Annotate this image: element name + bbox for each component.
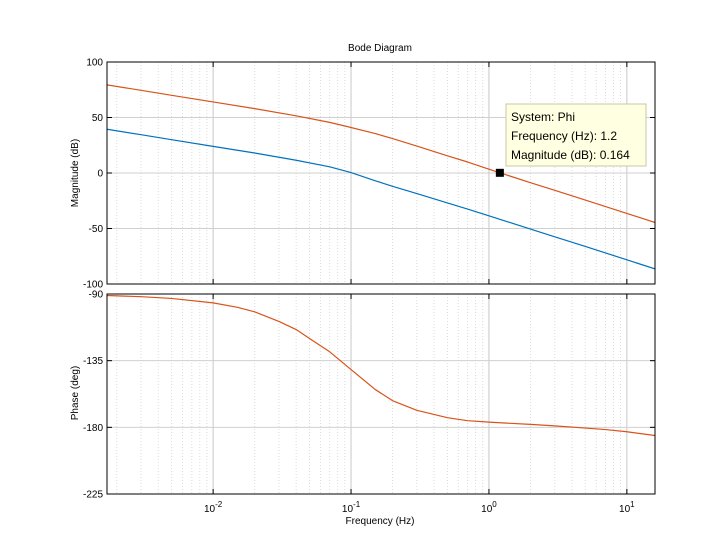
chart-title: Bode Diagram [348, 43, 412, 54]
y-tick-label: -135 [83, 356, 103, 367]
magnitude-panel: -100 -50 0 50 100 Magnitude (dB) [70, 58, 656, 291]
series-line-phi [107, 294, 655, 437]
y-tick-label: 0 [97, 169, 103, 180]
phase-y-axis-label: Phase (deg) [70, 366, 81, 420]
magnitude-grid [107, 62, 655, 284]
x-tick-label: 10-2 [204, 500, 223, 515]
data-tip-frequency: Frequency (Hz): 1.2 [511, 129, 617, 143]
x-tick-exponent: 0 [492, 500, 497, 509]
x-tick-label: 10-1 [342, 500, 361, 515]
phase-panel: -225-180-135-90 10-2 10-1 100 101 Phase (de… [70, 290, 656, 527]
y-tick-label: -225 [83, 490, 103, 501]
y-tick-label: 100 [86, 58, 103, 69]
magnitude-x-ticks [212, 62, 628, 284]
data-tip-system: System: Phi [511, 110, 575, 124]
x-tick-base: 10 [481, 504, 493, 515]
phase-grid [107, 294, 655, 494]
x-tick-exponent: 1 [630, 500, 635, 509]
y-tick-label: 50 [92, 113, 104, 124]
series-line-phi [107, 84, 655, 224]
x-tick-label: 101 [619, 500, 635, 515]
magnitude-lines [107, 84, 655, 270]
data-tip[interactable]: System: Phi Frequency (Hz): 1.2 Magnitud… [495, 103, 647, 177]
series-line-series-2 [107, 128, 655, 270]
x-tick-exponent: -1 [353, 500, 361, 509]
y-tick-label: -90 [89, 290, 104, 301]
data-tip-marker[interactable] [495, 168, 504, 177]
magnitude-y-axis-label: Magnitude (dB) [70, 139, 81, 207]
x-tick-base: 10 [204, 504, 216, 515]
phase-y-ticks: -225 -180 -135 -90 [83, 290, 655, 501]
y-tick-label: -50 [89, 224, 104, 235]
data-tip-box [505, 103, 647, 167]
y-tick-label: -100 [83, 280, 103, 291]
x-axis-label: Frequency (Hz) [346, 516, 415, 527]
x-tick-base: 10 [619, 504, 631, 515]
phase-x-ticks: 10-2 10-1 100 101 [204, 294, 635, 515]
phase-lines [107, 294, 655, 437]
y-tick-label: -180 [83, 423, 103, 434]
data-tip-magnitude: Magnitude (dB): 0.164 [511, 148, 630, 162]
x-tick-label: 100 [481, 500, 497, 515]
x-tick-exponent: -2 [215, 500, 223, 509]
magnitude-y-ticks: -100 -50 0 50 100 [83, 58, 655, 291]
x-tick-base: 10 [342, 504, 354, 515]
